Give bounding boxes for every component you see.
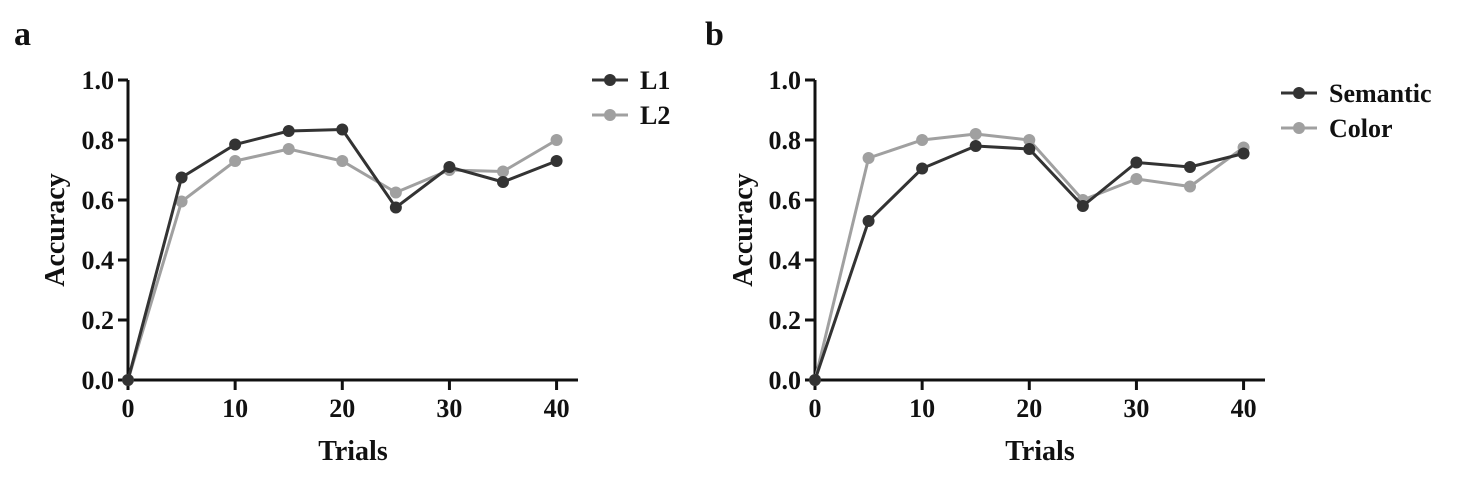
y-axis-title: Accuracy	[728, 173, 759, 287]
data-point-l2	[497, 165, 509, 178]
data-point-color	[1023, 134, 1036, 146]
y-tick-label: 0.6	[769, 186, 802, 215]
data-point-l1	[229, 138, 242, 151]
legend-label-l1: L1	[640, 66, 670, 95]
data-point-l2	[336, 155, 349, 167]
series-line-l1	[126, 127, 558, 381]
data-point-semantic	[862, 215, 875, 227]
y-tick-label: 0.2	[82, 306, 115, 335]
x-tick-label: 0	[809, 394, 822, 423]
data-point-semantic	[1237, 147, 1250, 160]
x-tick-label: 40	[544, 394, 570, 423]
data-point-color	[916, 134, 929, 146]
data-point-semantic	[916, 162, 929, 175]
data-point-l2	[389, 186, 402, 199]
legend-label-color: Color	[1329, 114, 1393, 143]
data-point-l1	[550, 155, 563, 167]
y-tick-label: 0.0	[769, 366, 802, 395]
data-point-l2	[550, 134, 563, 146]
panel-letter: a	[14, 16, 31, 53]
data-point-semantic	[1130, 156, 1143, 169]
x-tick-label: 20	[329, 394, 355, 423]
x-axis-title: Trials	[318, 436, 388, 467]
data-point-l1	[122, 374, 134, 386]
x-tick-label: 40	[1231, 394, 1257, 423]
data-point-semantic	[1184, 161, 1196, 173]
panel-letter: b	[705, 16, 724, 53]
x-tick-label: 30	[1123, 394, 1149, 423]
y-tick-label: 0.8	[82, 126, 115, 155]
y-axis-title: Accuracy	[40, 173, 71, 287]
data-point-color	[969, 128, 982, 140]
data-point-l1	[175, 171, 188, 184]
series-line-l2	[126, 138, 558, 381]
data-point-l2	[229, 155, 242, 167]
data-point-semantic	[809, 374, 821, 386]
legend-marker-color	[1293, 122, 1305, 134]
data-point-color	[1184, 180, 1196, 193]
x-tick-label: 20	[1016, 394, 1042, 423]
x-tick-label: 0	[122, 394, 135, 423]
data-point-color	[862, 152, 875, 164]
series-line-semantic	[813, 144, 1244, 381]
chart-panel-a: a 0.0 0.2 0.4 0.6 0.8 1.0 0 10 20 30 40 Trials Accura…	[14, 16, 670, 467]
y-tick-label: 0.2	[769, 306, 802, 335]
y-tick-label: 0.6	[82, 186, 115, 215]
data-point-l1	[282, 125, 295, 137]
y-tick-label: 0.4	[82, 246, 115, 275]
x-tick-label: 30	[436, 394, 462, 423]
legend-marker-l1	[604, 74, 616, 86]
y-tick-label: 0.0	[82, 366, 115, 395]
x-tick-label: 10	[222, 394, 248, 423]
legend-marker-semantic	[1293, 87, 1305, 99]
data-point-semantic	[1023, 143, 1036, 155]
data-point-semantic	[1076, 200, 1089, 212]
y-tick-label: 0.8	[769, 126, 802, 155]
data-point-l1	[497, 176, 509, 188]
y-tick-label: 0.4	[769, 246, 802, 275]
legend-label-l2: L2	[640, 101, 670, 130]
chart-panel-b: b 0.0 0.2 0.4 0.6 0.8 1.0 0 10 20 30 40 Trials Accura…	[705, 16, 1432, 467]
data-point-l1	[336, 123, 349, 136]
data-point-l2	[282, 143, 295, 155]
x-axis-title: Trials	[1005, 436, 1075, 467]
data-point-l1	[389, 201, 402, 214]
y-tick-label: 1.0	[769, 66, 802, 95]
data-point-semantic	[969, 140, 982, 152]
legend-label-semantic: Semantic	[1329, 79, 1432, 108]
data-point-l1	[443, 161, 456, 173]
series-line-color	[813, 132, 1245, 381]
x-tick-label: 10	[909, 394, 935, 423]
data-point-l2	[175, 195, 188, 208]
y-tick-label: 1.0	[82, 66, 115, 95]
legend-marker-l2	[604, 109, 616, 121]
data-point-color	[1130, 173, 1143, 185]
